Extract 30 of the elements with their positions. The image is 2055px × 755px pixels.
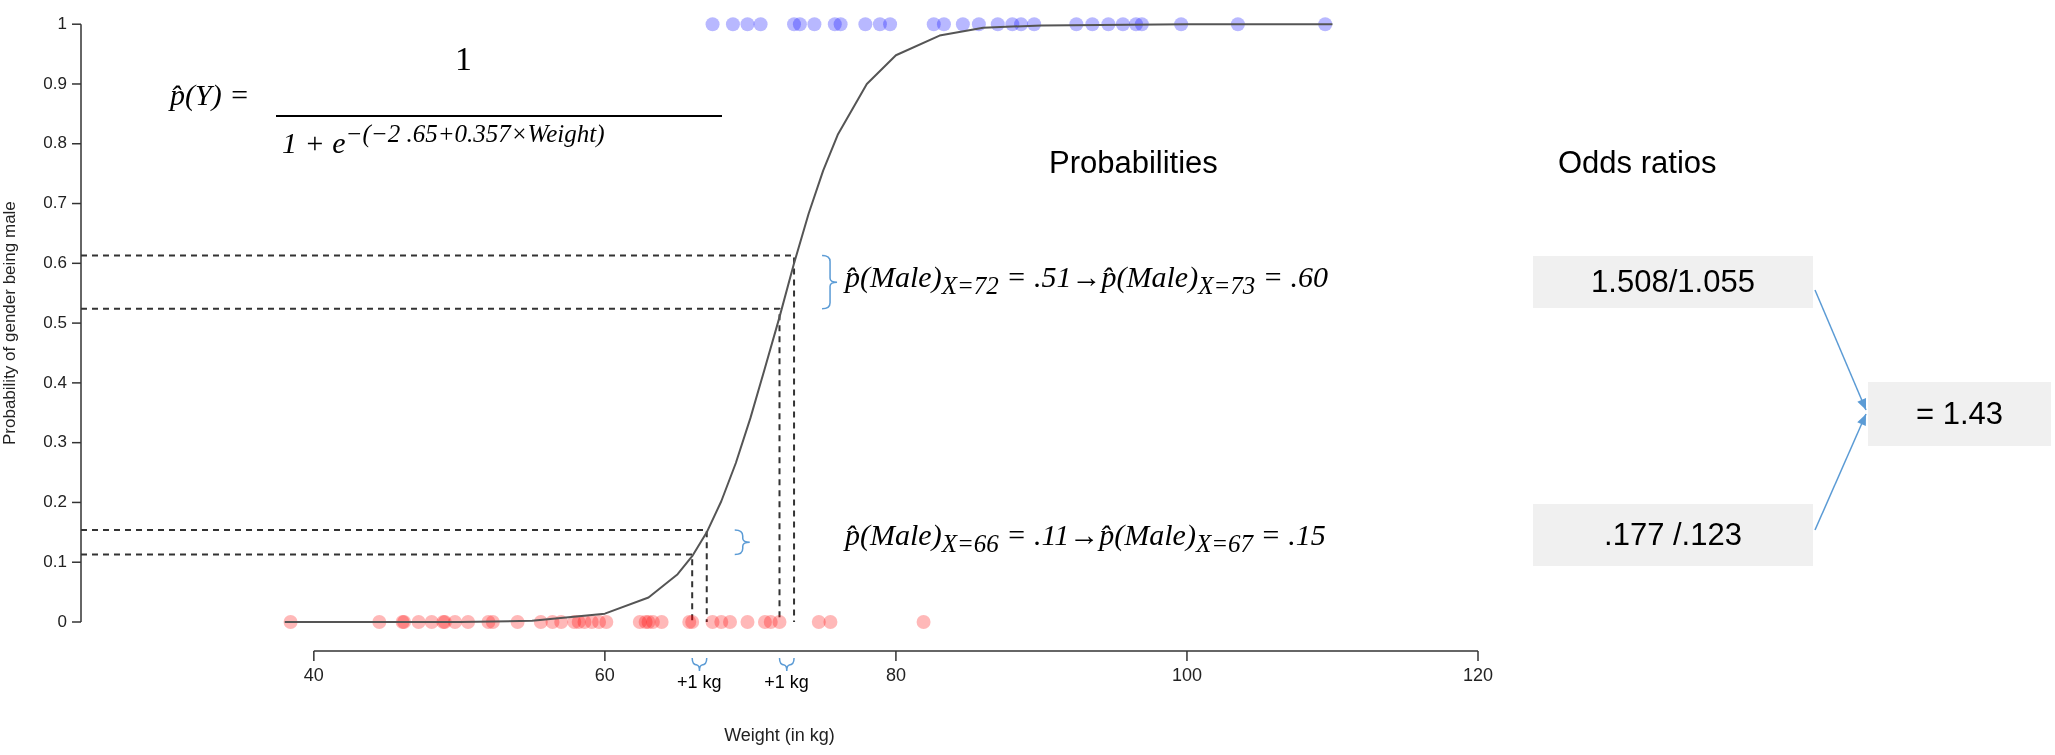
text: 1.508/1.055: [1533, 256, 1813, 308]
y-tick-label: 0.9: [43, 73, 67, 93]
x-tick-label: 60: [594, 664, 615, 685]
y-tick-label: 0.2: [43, 492, 67, 512]
x-axis-title: Weight (in kg): [724, 725, 835, 746]
text: .177 /.123: [1533, 504, 1813, 566]
y-tick-label: 0.4: [43, 372, 67, 392]
annotation: +1 kg: [676, 672, 722, 693]
y-axis-title: Probability of gender being male: [0, 201, 19, 446]
annotation: Probabilities: [1049, 145, 1218, 181]
y-tick-label: 0.1: [43, 551, 67, 571]
y-tick-label: 0.7: [43, 193, 67, 213]
x-tick-label: 80: [885, 664, 906, 685]
y-tick-label: 0.8: [43, 133, 67, 153]
y-tick-label: 0.6: [43, 253, 67, 273]
annotation: p̂(Male)$_{X=72}$ = .51→p̂(Male)$_{X=73}$ = .60: [845, 260, 1329, 300]
text: = 1.43: [1868, 382, 2051, 446]
x-tick-label: 40: [303, 664, 324, 685]
annotation: 1: [455, 40, 472, 78]
y-tick-label: 0.5: [43, 312, 67, 332]
annotation: +1 kg: [764, 672, 809, 693]
y-tick-label: 0: [57, 611, 67, 631]
y-tick-label: 0.3: [43, 432, 67, 452]
y-tick-label: 1: [57, 13, 67, 33]
x-tick-label: 120: [1462, 664, 1494, 685]
text: Odds ratios: [1558, 145, 1717, 181]
x-tick-label: 100: [1171, 664, 1202, 685]
annotation: p̂(Y) =: [170, 78, 250, 112]
annotation: p̂(Male)$_{X=66}$ = .11→p̂(Male)$_{X=67}$ = .15: [845, 518, 1326, 558]
annotation: 1 + e$^{−(−2 .65+0.357×Weight)}$: [282, 120, 605, 160]
